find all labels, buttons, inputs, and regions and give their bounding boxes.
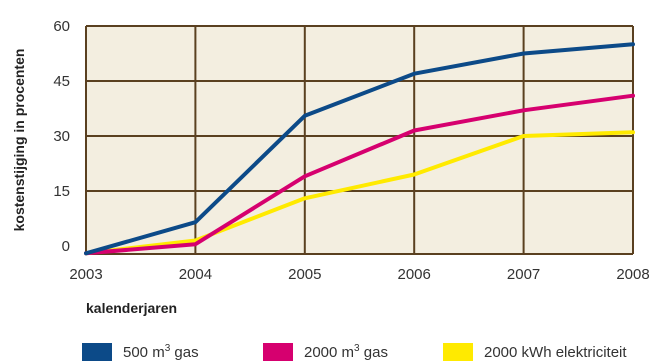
y-tick-label: 45 bbox=[53, 73, 70, 90]
series-line-3 bbox=[84, 130, 635, 256]
legend-label: 2000 m3 gas bbox=[304, 343, 388, 361]
y-tick-label: 30 bbox=[53, 128, 70, 145]
legend-swatch bbox=[82, 343, 112, 361]
x-tick-label: 2008 bbox=[616, 266, 649, 283]
y-axis-ticks: 0 15 30 45 60 bbox=[53, 18, 70, 255]
legend-label: 500 m3 gas bbox=[123, 343, 199, 361]
plot-area bbox=[86, 26, 633, 254]
grid-lines bbox=[85, 25, 634, 255]
x-tick-label: 2007 bbox=[507, 266, 540, 283]
x-axis-ticks: 2003 2004 2005 2006 2007 2008 bbox=[69, 266, 649, 283]
y-axis-title: kostenstijging in procenten bbox=[11, 49, 27, 232]
series-line-1 bbox=[84, 42, 635, 256]
x-axis-title: kalenderjaren bbox=[86, 300, 177, 316]
y-tick-label: 60 bbox=[53, 18, 70, 35]
series-line-2 bbox=[84, 93, 635, 256]
series-lines bbox=[84, 42, 635, 256]
legend-swatch bbox=[443, 343, 473, 361]
x-tick-label: 2005 bbox=[288, 266, 321, 283]
x-tick-label: 2004 bbox=[179, 266, 212, 283]
x-tick-label: 2006 bbox=[398, 266, 431, 283]
y-tick-label: 0 bbox=[62, 238, 70, 255]
x-tick-label: 2003 bbox=[69, 266, 102, 283]
y-tick-label: 15 bbox=[53, 183, 70, 200]
legend-label: 2000 kWh elektriciteit bbox=[484, 344, 627, 361]
legend: 500 m3 gas 2000 m3 gas 2000 kWh elektricit… bbox=[82, 343, 627, 361]
legend-swatch bbox=[263, 343, 293, 361]
